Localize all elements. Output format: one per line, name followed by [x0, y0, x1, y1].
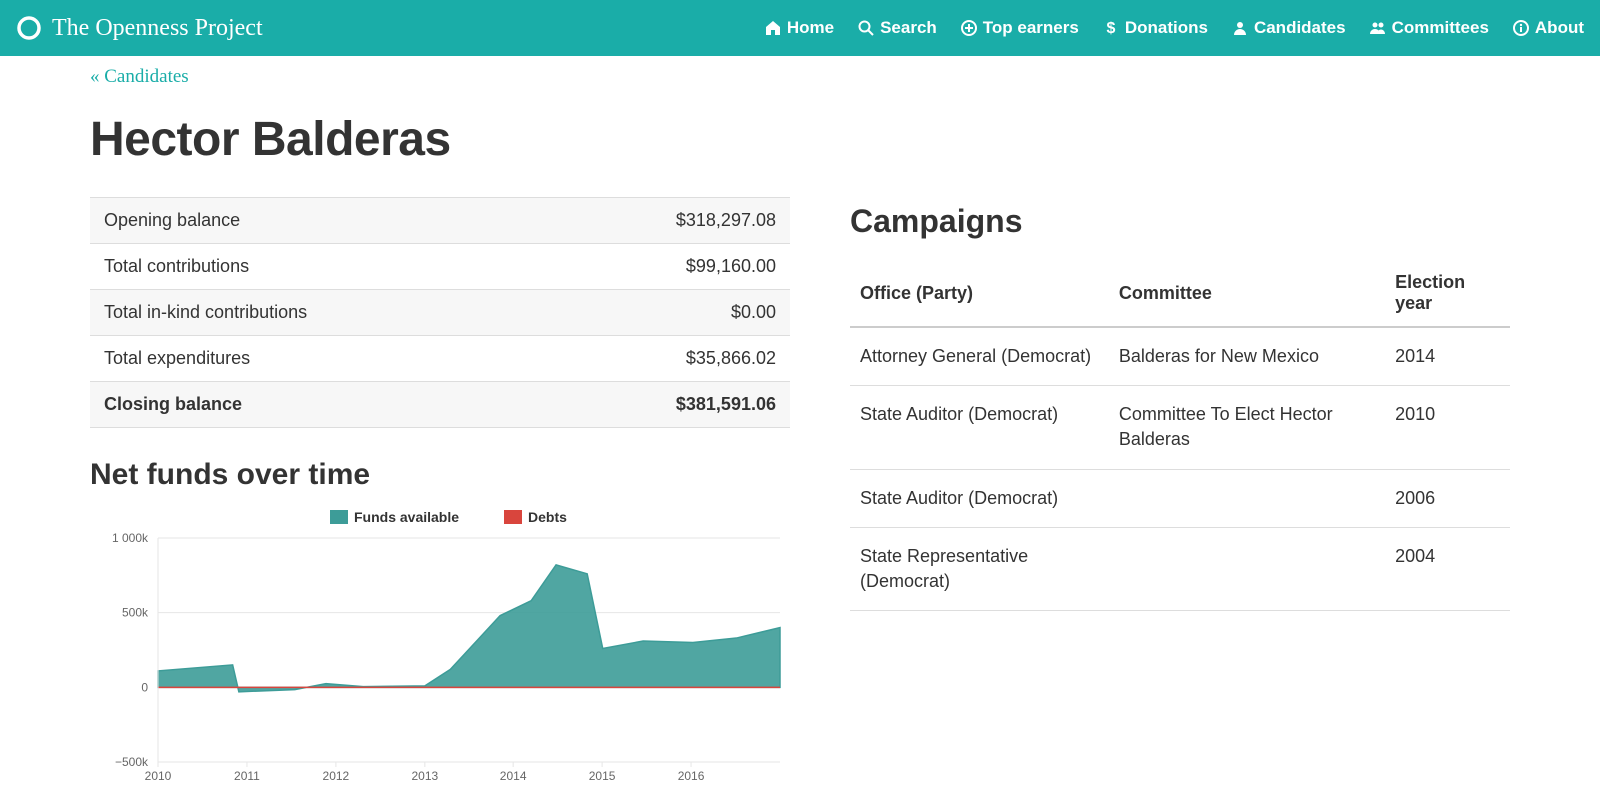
- nav-label: Donations: [1125, 18, 1208, 38]
- svg-text:1 000k: 1 000k: [112, 531, 149, 545]
- summary-value: $0.00: [540, 290, 790, 336]
- brand-logo-icon: [16, 15, 42, 41]
- summary-row: Total expenditures$35,866.02: [90, 336, 790, 382]
- campaign-row[interactable]: State Representative (Democrat) 2004: [850, 527, 1510, 610]
- brand-link[interactable]: The Openness Project: [16, 15, 263, 42]
- nav-home[interactable]: Home: [765, 18, 834, 38]
- breadcrumb[interactable]: « Candidates: [90, 66, 189, 87]
- svg-text:500k: 500k: [122, 606, 149, 620]
- campaign-row[interactable]: State Auditor (Democrat) 2006: [850, 469, 1510, 527]
- left-column: Opening balance$318,297.08Total contribu…: [90, 197, 790, 792]
- summary-value: $381,591.06: [540, 382, 790, 428]
- campaign-row[interactable]: State Auditor (Democrat)Committee To Ele…: [850, 386, 1510, 469]
- campaign-committee: Balderas for New Mexico: [1109, 327, 1385, 386]
- plus-circle-icon: [961, 20, 977, 36]
- svg-text:Debts: Debts: [528, 509, 567, 525]
- summary-value: $318,297.08: [540, 198, 790, 244]
- svg-text:2015: 2015: [589, 769, 616, 783]
- campaign-year: 2004: [1385, 527, 1510, 610]
- summary-label: Closing balance: [90, 382, 540, 428]
- nav-label: Home: [787, 18, 834, 38]
- summary-row: Total in-kind contributions$0.00: [90, 290, 790, 336]
- campaign-col-header: Election year: [1385, 260, 1510, 327]
- summary-value: $35,866.02: [540, 336, 790, 382]
- svg-text:0: 0: [141, 680, 148, 694]
- summary-row: Closing balance$381,591.06: [90, 382, 790, 428]
- campaign-year: 2014: [1385, 327, 1510, 386]
- nav-label: Candidates: [1254, 18, 1346, 38]
- summary-label: Total expenditures: [90, 336, 540, 382]
- campaign-row[interactable]: Attorney General (Democrat)Balderas for …: [850, 327, 1510, 386]
- campaigns-title: Campaigns: [850, 203, 1510, 240]
- nav-label: Top earners: [983, 18, 1079, 38]
- campaign-office: State Auditor (Democrat): [850, 386, 1109, 469]
- info-circle-icon: [1513, 20, 1529, 36]
- search-icon: [858, 20, 874, 36]
- nav-candidates[interactable]: Candidates: [1232, 18, 1346, 38]
- campaign-office: Attorney General (Democrat): [850, 327, 1109, 386]
- nav-list: Home Search Top earners $ Donations Candidate…: [765, 18, 1584, 38]
- summary-value: $99,160.00: [540, 244, 790, 290]
- svg-text:2011: 2011: [234, 769, 260, 783]
- net-funds-chart: Funds available Debts −500k 0 500k 1 000k 2010…: [90, 502, 790, 792]
- dollar-icon: $: [1103, 20, 1119, 36]
- svg-text:2010: 2010: [145, 769, 172, 783]
- right-column: Campaigns Office (Party)CommitteeElectio…: [850, 197, 1510, 792]
- summary-label: Total in-kind contributions: [90, 290, 540, 336]
- home-icon: [765, 20, 781, 36]
- summary-label: Total contributions: [90, 244, 540, 290]
- navbar: The Openness Project Home Search Top earne…: [0, 0, 1600, 56]
- nav-about[interactable]: About: [1513, 18, 1584, 38]
- campaign-col-header: Office (Party): [850, 260, 1109, 327]
- summary-table: Opening balance$318,297.08Total contribu…: [90, 197, 790, 428]
- page-title: Hector Balderas: [90, 112, 1510, 167]
- nav-donations[interactable]: $ Donations: [1103, 18, 1208, 38]
- users-icon: [1370, 20, 1386, 36]
- svg-text:2016: 2016: [678, 769, 705, 783]
- summary-label: Opening balance: [90, 198, 540, 244]
- campaign-col-header: Committee: [1109, 260, 1385, 327]
- svg-text:−500k: −500k: [115, 755, 149, 769]
- svg-text:Funds available: Funds available: [354, 509, 459, 525]
- chart-title: Net funds over time: [90, 458, 790, 492]
- campaign-committee: Committee To Elect Hector Balderas: [1109, 386, 1385, 469]
- nav-search[interactable]: Search: [858, 18, 937, 38]
- svg-text:2014: 2014: [500, 769, 527, 783]
- user-icon: [1232, 20, 1248, 36]
- campaigns-table: Office (Party)CommitteeElection year Att…: [850, 260, 1510, 611]
- svg-text:$: $: [1106, 20, 1115, 36]
- nav-label: About: [1535, 18, 1584, 38]
- campaign-office: State Representative (Democrat): [850, 527, 1109, 610]
- nav-label: Search: [880, 18, 937, 38]
- campaign-committee: [1109, 527, 1385, 610]
- nav-committees[interactable]: Committees: [1370, 18, 1489, 38]
- summary-row: Opening balance$318,297.08: [90, 198, 790, 244]
- campaign-year: 2006: [1385, 469, 1510, 527]
- brand-text: The Openness Project: [52, 15, 263, 42]
- nav-label: Committees: [1392, 18, 1489, 38]
- campaign-office: State Auditor (Democrat): [850, 469, 1109, 527]
- summary-row: Total contributions$99,160.00: [90, 244, 790, 290]
- svg-text:2012: 2012: [323, 769, 350, 783]
- nav-top-earners[interactable]: Top earners: [961, 18, 1079, 38]
- svg-text:2013: 2013: [411, 769, 438, 783]
- main-container: « Candidates Hector Balderas Opening bal…: [70, 56, 1530, 792]
- campaign-year: 2010: [1385, 386, 1510, 469]
- campaign-committee: [1109, 469, 1385, 527]
